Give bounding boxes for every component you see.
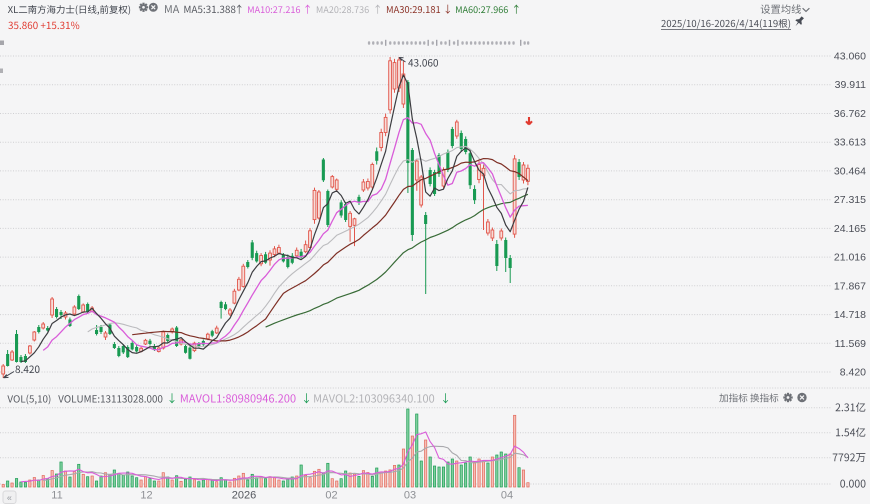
svg-text:11: 11 bbox=[51, 490, 62, 502]
svg-text:04: 04 bbox=[501, 490, 513, 502]
svg-text:33.613: 33.613 bbox=[834, 137, 866, 149]
svg-text:36.762: 36.762 bbox=[834, 108, 866, 120]
svg-text:24.165: 24.165 bbox=[834, 223, 866, 235]
svg-text:39.911: 39.911 bbox=[835, 79, 866, 91]
svg-text:21.016: 21.016 bbox=[834, 252, 866, 264]
svg-text:30.464: 30.464 bbox=[834, 165, 866, 177]
svg-text:11.569: 11.569 bbox=[835, 338, 866, 350]
svg-text:14.718: 14.718 bbox=[834, 309, 866, 321]
svg-text:2026: 2026 bbox=[232, 490, 256, 502]
svg-text:12: 12 bbox=[140, 490, 152, 502]
svg-text:03: 03 bbox=[404, 490, 416, 502]
svg-text:27.315: 27.315 bbox=[834, 194, 866, 206]
svg-text:«: « bbox=[7, 492, 12, 502]
svg-text:8.420: 8.420 bbox=[840, 367, 866, 379]
svg-text:02: 02 bbox=[325, 490, 337, 502]
svg-text:43.060: 43.060 bbox=[834, 51, 866, 63]
svg-text:17.867: 17.867 bbox=[834, 280, 866, 292]
